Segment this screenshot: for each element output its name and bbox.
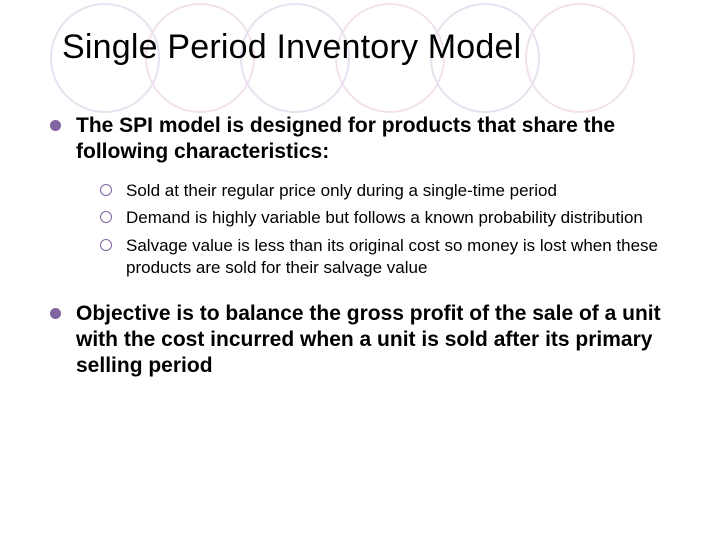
sub-bullet-item: Salvage value is less than its original … — [96, 235, 678, 279]
bullet-text: Objective is to balance the gross profit… — [76, 301, 678, 380]
bullet-item: The SPI model is designed for products t… — [42, 113, 678, 279]
sub-bullet-text: Salvage value is less than its original … — [126, 235, 678, 279]
slide-content: Single Period Inventory Model The SPI mo… — [0, 0, 720, 379]
slide-title: Single Period Inventory Model — [62, 28, 678, 67]
sub-bullet-list: Sold at their regular price only during … — [96, 180, 678, 279]
sub-bullet-item: Sold at their regular price only during … — [96, 180, 678, 202]
bullet-item: Objective is to balance the gross profit… — [42, 301, 678, 380]
bullet-text: The SPI model is designed for products t… — [76, 113, 678, 166]
sub-bullet-text: Demand is highly variable but follows a … — [126, 207, 678, 229]
sub-bullet-text: Sold at their regular price only during … — [126, 180, 678, 202]
sub-bullet-item: Demand is highly variable but follows a … — [96, 207, 678, 229]
bullet-list: The SPI model is designed for products t… — [42, 113, 678, 379]
